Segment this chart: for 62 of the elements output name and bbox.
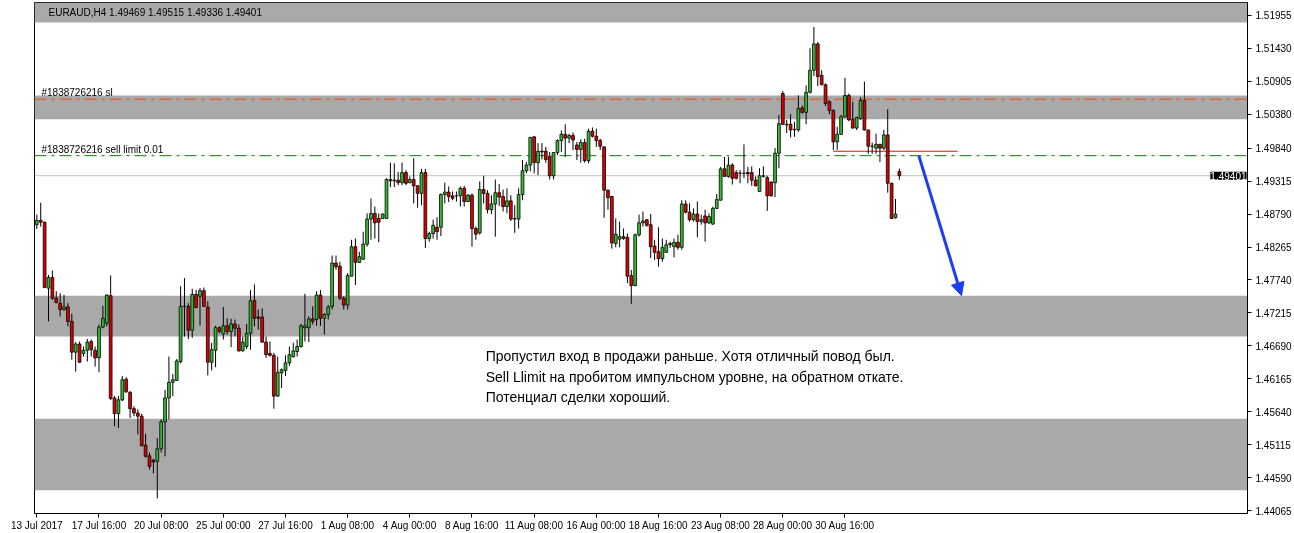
x-tick-label: 1 Aug 08:00 (320, 519, 375, 531)
candlestick (275, 356, 280, 398)
ref-line-label: #1838726216 sell limit 0.01 (41, 143, 164, 155)
x-tick-label: 20 Jul 08:00 (133, 519, 189, 531)
candlestick (567, 133, 571, 144)
x-tick-label: 18 Aug 16:00 (628, 519, 689, 531)
annotation: Пропустил вход в продажи раньше. Хотя отличный повод был. (485, 348, 895, 365)
y-tick-label: 1.48790 (1255, 209, 1293, 221)
ref-line-label: 1.49401 (1210, 170, 1247, 182)
x-tick-label: 25 Jul 00:00 (196, 519, 252, 531)
candlestick (540, 142, 544, 160)
candlestick (559, 130, 564, 153)
y-tick-label: 1.46690 (1255, 340, 1293, 352)
candlestick (493, 179, 498, 238)
y-tick-label: 1.47740 (1255, 274, 1293, 286)
candlestick (656, 226, 661, 268)
x-tick-label: 30 Aug 16:00 (815, 519, 875, 531)
y-tick-label: 1.51955 (1255, 10, 1293, 22)
x-tick-label: 23 Aug 08:00 (690, 519, 751, 531)
x-tick-label: 28 Aug 00:00 (753, 519, 813, 531)
y-tick-label: 1.48265 (1255, 242, 1293, 254)
candlestick (571, 131, 575, 151)
candlestick (874, 133, 878, 155)
candlestick (229, 318, 233, 348)
candlestick (431, 219, 435, 240)
x-tick-label: 13 Jul 2017 (10, 519, 64, 531)
x-tick-label: 11 Aug 08:00 (504, 519, 564, 531)
candlestick (400, 162, 404, 186)
candlestick (563, 123, 568, 158)
candlestick (726, 156, 731, 179)
candlestick (578, 138, 583, 164)
candlestick (703, 209, 707, 243)
chart-title: EURAUD,H4 1.49469 1.49515 1.49336 1.49401 (48, 6, 263, 18)
y-tick-label: 1.50905 (1255, 76, 1293, 88)
annotation: Sell Llimit на пробитом импульсном уровне, на обратном откате. (485, 368, 904, 385)
candlestick (376, 212, 381, 243)
candlestick (198, 287, 202, 327)
y-tick-label: 1.44065 (1255, 505, 1293, 517)
y-tick-label: 1.45115 (1255, 439, 1292, 451)
x-tick-label: 16 Aug 00:00 (566, 519, 626, 531)
candlestick (594, 128, 599, 148)
y-tick-label: 1.51430 (1255, 43, 1293, 55)
y-tick-label: 1.49315 (1255, 176, 1293, 188)
candlestick (458, 185, 463, 208)
x-tick-label: 8 Aug 16:00 (445, 519, 499, 531)
candlestick (668, 241, 672, 249)
candlestick (672, 238, 676, 258)
y-tick-label: 1.46165 (1255, 373, 1293, 385)
x-tick-label: 17 Jul 16:00 (71, 519, 127, 531)
y-tick-label: 1.49840 (1255, 143, 1293, 155)
y-tick-label: 1.44590 (1255, 472, 1293, 484)
candlestick (547, 151, 552, 181)
y-tick-label: 1.47215 (1255, 307, 1293, 319)
y-tick-label: 1.45640 (1255, 406, 1293, 418)
x-tick-label: 27 Jul 16:00 (258, 519, 314, 531)
candlestick (237, 324, 241, 353)
candlestick (58, 292, 62, 317)
candlestick (489, 194, 494, 215)
annotation: Потенциал сделки хороший. (485, 388, 671, 405)
ref-line-label: #1838726216 sl (41, 87, 113, 99)
y-tick-label: 1.50380 (1255, 109, 1293, 121)
x-tick-label: 4 Aug 00:00 (382, 519, 437, 531)
